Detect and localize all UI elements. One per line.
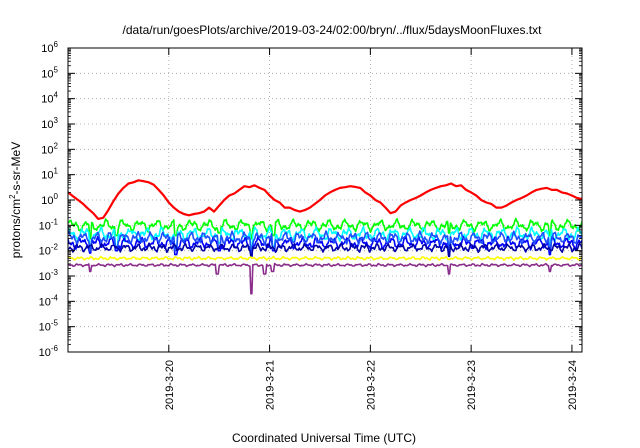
y-tick-label: 106 <box>41 40 58 55</box>
series-line <box>68 262 582 295</box>
y-tick-label: 100 <box>41 192 58 207</box>
x-tick-label: 2019-3-22 <box>365 360 377 410</box>
x-tick-label: 2019-3-23 <box>466 360 478 410</box>
y-tick-label: 10-4 <box>39 293 59 308</box>
y-tick-label: 10-2 <box>39 243 59 258</box>
y-tick-label: 105 <box>41 65 58 80</box>
y-tick-label: 10-1 <box>39 217 59 232</box>
series-line <box>68 230 582 254</box>
grid <box>68 48 582 352</box>
x-tick-label: 2019-3-24 <box>567 360 579 410</box>
y-tick-label: 102 <box>41 141 58 156</box>
chart-title: /data/run/goesPlots/archive/2019-03-24/0… <box>123 23 543 37</box>
y-tick-label: 10-6 <box>39 344 59 359</box>
series-line <box>68 217 582 240</box>
x-tick-label: 2019-3-20 <box>164 360 176 410</box>
x-axis-label: Coordinated Universal Time (UTC) <box>232 431 416 445</box>
x-tick-label: 2019-3-21 <box>265 360 277 410</box>
y-tick-label: 103 <box>41 116 58 131</box>
y-tick-label: 10-5 <box>39 319 59 334</box>
y-axis-label: protons/cm2-s-sr-MeV <box>8 142 23 258</box>
y-tick-label: 101 <box>41 167 58 182</box>
y-tick-label: 10-3 <box>39 268 59 283</box>
y-tick-label: 104 <box>41 91 58 106</box>
series-line <box>68 179 582 220</box>
series-group <box>68 179 582 295</box>
series-line <box>68 242 582 258</box>
axes: 10-6 10-5 10-4 10-3 10-2 10-1 100 101 102 103 104 1… <box>39 40 582 410</box>
series-line <box>68 255 582 261</box>
